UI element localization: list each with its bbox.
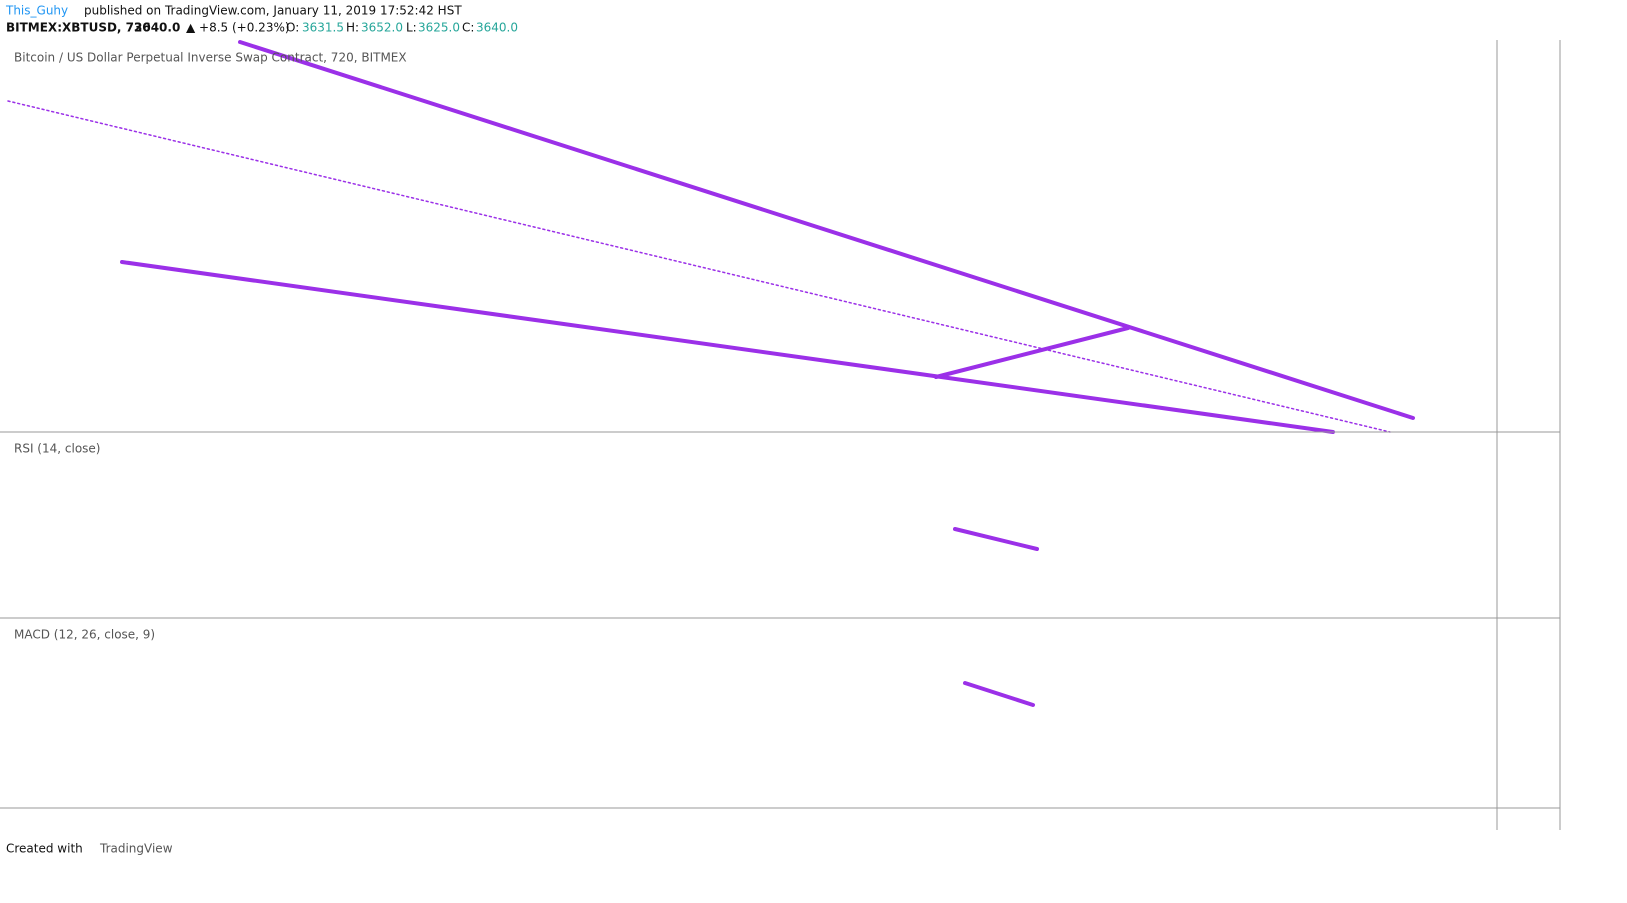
ohlc-o: O: bbox=[286, 21, 299, 35]
trend-line bbox=[120, 260, 1335, 434]
chart-title: Bitcoin / US Dollar Perpetual Inverse Sw… bbox=[14, 51, 407, 65]
ohlc-h: H: bbox=[346, 21, 359, 35]
macd-title: MACD (12, 26, close, 9) bbox=[14, 628, 155, 642]
trend-line bbox=[7, 100, 1391, 433]
ohlc-c: C: bbox=[462, 21, 474, 35]
labels: This_Guhy published on TradingView.com, … bbox=[5, 4, 518, 856]
last-value: 3640.0 bbox=[134, 21, 180, 35]
published: published on TradingView.com, January 11… bbox=[84, 4, 462, 18]
ohlc-c-value: 3640.0 bbox=[476, 21, 518, 35]
trend-line bbox=[963, 681, 1035, 707]
drawings bbox=[7, 40, 1415, 707]
trend-line bbox=[238, 40, 1415, 420]
trend-line bbox=[934, 326, 1130, 379]
trend-line bbox=[953, 527, 1039, 551]
ohlc-l-value: 3625.0 bbox=[418, 21, 460, 35]
author: This_Guhy bbox=[5, 4, 68, 18]
footer-brand[interactable]: TradingView bbox=[99, 842, 173, 856]
footer-created: Created with bbox=[6, 842, 83, 856]
ohlc-o-value: 3631.5 bbox=[302, 21, 344, 35]
change: ▲ +8.5 (+0.23%) bbox=[186, 21, 290, 35]
frame bbox=[0, 40, 1561, 830]
ohlc-l: L: bbox=[406, 21, 417, 35]
ohlc-h-value: 3652.0 bbox=[361, 21, 403, 35]
symbol: BITMEX:XBTUSD, 720 bbox=[6, 21, 151, 35]
rsi-title: RSI (14, close) bbox=[14, 442, 100, 456]
